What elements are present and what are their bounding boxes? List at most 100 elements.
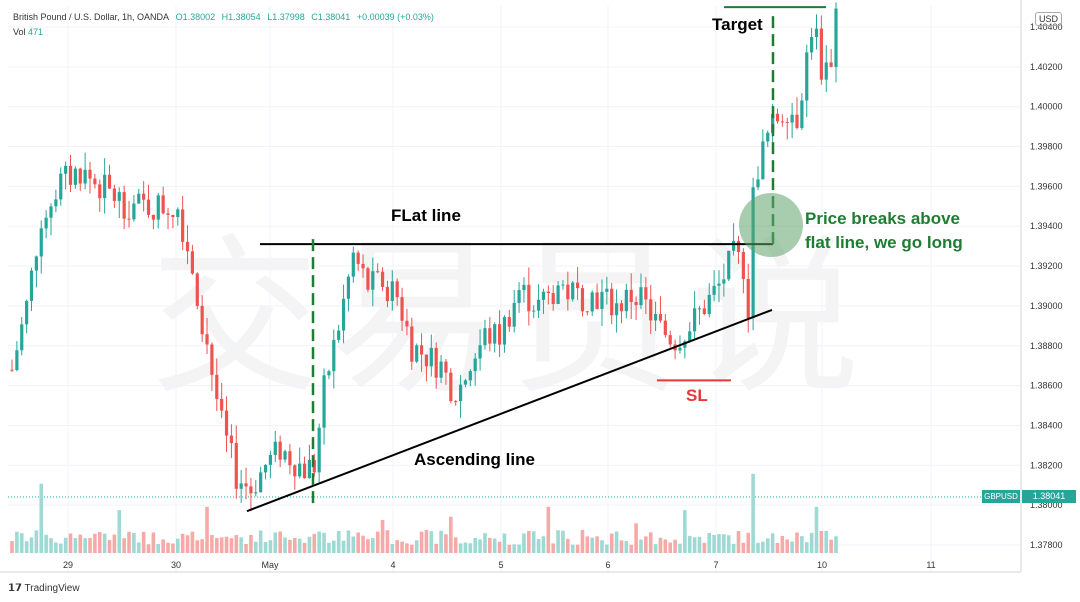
volume-bar xyxy=(697,536,702,553)
volume-bar xyxy=(83,538,87,553)
candle-body xyxy=(736,240,741,252)
candle-body xyxy=(366,268,370,290)
candle-body xyxy=(507,317,511,327)
candle-body xyxy=(78,168,82,184)
candle-body xyxy=(522,284,526,291)
candle-body xyxy=(151,214,155,220)
candle-body xyxy=(385,286,390,301)
candle-body xyxy=(824,62,828,80)
high-value: H1.38054 xyxy=(221,12,261,22)
volume-bar xyxy=(229,538,234,553)
tradingview-logo-icon: 𝟭𝟳 xyxy=(8,583,22,594)
candle-body xyxy=(239,483,243,489)
volume-bar xyxy=(327,542,331,553)
volume-bar xyxy=(171,543,175,553)
candle-body xyxy=(322,375,326,428)
volume-bar xyxy=(297,538,302,553)
x-tick-label: 30 xyxy=(171,560,181,570)
volume-bar xyxy=(619,540,624,553)
volume-bar xyxy=(161,539,165,553)
candle-body xyxy=(449,372,453,402)
candle-body xyxy=(122,192,126,219)
volume-bar xyxy=(570,544,575,553)
candle-body xyxy=(83,169,87,184)
volume-bar xyxy=(132,532,136,553)
candle-body xyxy=(288,451,292,466)
volume-bar xyxy=(722,534,726,553)
volume-bar xyxy=(600,540,604,553)
y-tick-label: 1.38800 xyxy=(1030,341,1063,351)
volume-bar xyxy=(346,530,351,553)
candle-body xyxy=(532,310,536,312)
volume-bar xyxy=(210,534,214,553)
volume-bar xyxy=(648,532,653,553)
volume-bar xyxy=(834,536,838,553)
candle-body xyxy=(142,193,146,200)
volume-bar xyxy=(507,544,512,553)
candle-body xyxy=(727,250,731,280)
candle-body xyxy=(220,398,224,411)
candle-body xyxy=(176,209,180,217)
candle-body xyxy=(419,345,424,355)
x-tick-label: 6 xyxy=(605,560,610,570)
candle-body xyxy=(73,168,77,185)
volume-bar xyxy=(146,544,151,553)
candle-body xyxy=(444,361,448,373)
volume-bar xyxy=(590,537,595,553)
candle-body xyxy=(298,463,302,477)
volume-bar xyxy=(546,506,551,553)
candle-body xyxy=(580,288,585,312)
candle-body xyxy=(595,292,599,309)
candle-body xyxy=(10,369,14,371)
volume-bar xyxy=(717,534,721,553)
volume-bar xyxy=(424,529,429,553)
volume-bar xyxy=(312,533,317,553)
candle-body xyxy=(112,188,116,201)
volume-bar xyxy=(439,530,443,553)
candle-body xyxy=(181,209,185,242)
last-price-tag: 1.38041 xyxy=(1022,490,1076,503)
volume-bar xyxy=(336,531,341,553)
volume-bar xyxy=(322,532,326,553)
volume-bar xyxy=(780,535,785,553)
volume-bar xyxy=(278,531,282,553)
open-value: O1.38002 xyxy=(175,12,216,22)
volume-bar xyxy=(395,540,399,553)
candle-body xyxy=(234,443,238,489)
y-tick-label: 1.40400 xyxy=(1030,22,1063,32)
volume-bar xyxy=(224,536,229,553)
volume-bar xyxy=(746,532,751,553)
volume-bar xyxy=(151,532,156,553)
y-tick-label: 1.39600 xyxy=(1030,181,1063,191)
currency-button[interactable]: USD xyxy=(1035,12,1063,26)
volume-bar xyxy=(434,543,438,553)
candle-body xyxy=(697,308,702,310)
candle-body xyxy=(302,463,307,479)
candle-body xyxy=(497,324,502,345)
candle-body xyxy=(468,371,472,381)
candle-body xyxy=(210,344,214,375)
volume-bar xyxy=(473,537,477,553)
candle-body xyxy=(493,324,497,344)
volume-bar xyxy=(419,531,424,553)
candle-body xyxy=(639,287,643,306)
volume-bar xyxy=(756,542,760,553)
volume-bar xyxy=(175,538,180,553)
candle-body xyxy=(400,297,404,321)
volume-bar xyxy=(93,533,97,553)
volume-bar xyxy=(78,534,83,553)
volume-bar xyxy=(288,539,292,553)
tradingview-logo[interactable]: 𝟭𝟳 TradingView xyxy=(8,583,80,594)
candle-body xyxy=(805,52,809,101)
symbol-label: British Pound / U.S. Dollar, 1h, OANDA xyxy=(13,12,170,22)
volume-bar xyxy=(195,540,200,553)
candle-body xyxy=(571,282,575,300)
candle-body xyxy=(649,299,653,321)
candle-body xyxy=(819,28,823,80)
volume-bar xyxy=(712,534,716,553)
candle-body xyxy=(263,464,268,473)
volume-bar xyxy=(302,542,307,553)
candle-body xyxy=(454,401,458,403)
